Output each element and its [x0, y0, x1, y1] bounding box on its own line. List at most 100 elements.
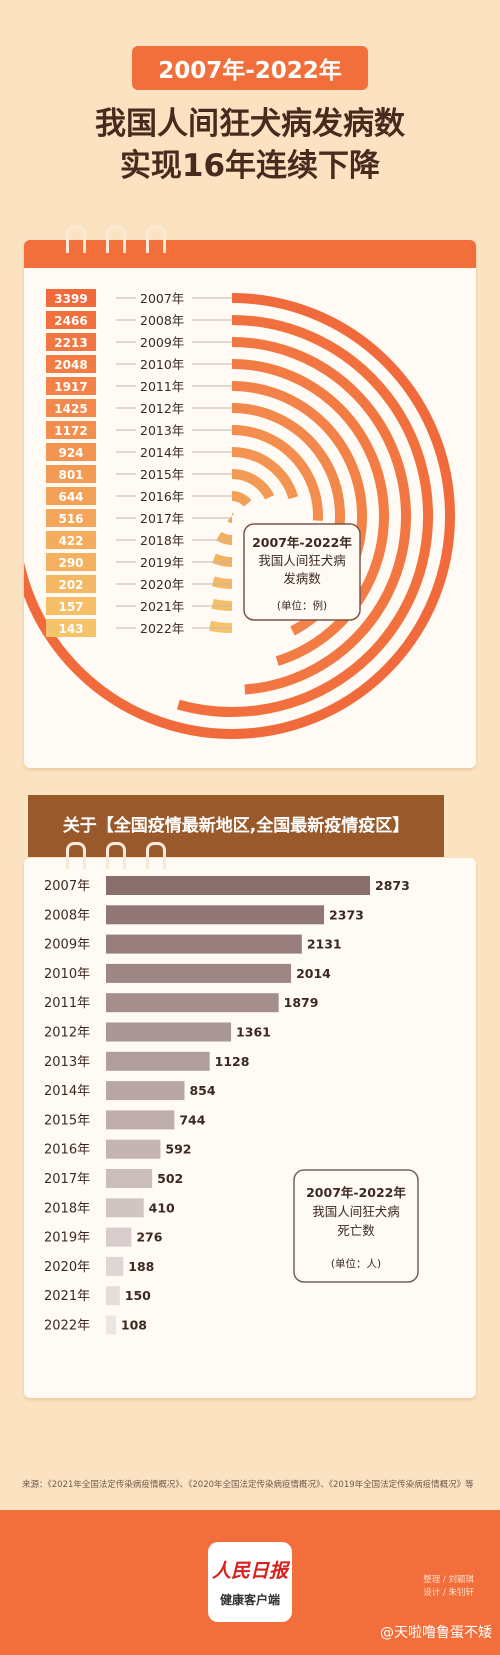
year-label: 2011年: [44, 996, 90, 1011]
value-label: 202: [58, 578, 83, 592]
value-label: 276: [136, 1230, 162, 1245]
bar-2015年: [106, 1110, 175, 1130]
bar-2016年: [106, 1139, 161, 1159]
value-label: 1879: [284, 995, 319, 1010]
value-box: [46, 531, 96, 549]
binder-ring-icon: [146, 226, 166, 253]
deaths-bar-chart: 2007年 2873 2008年 2373 2009年 2131 2010年 2014 2011…: [44, 876, 410, 1335]
year-label: 2020年: [44, 1260, 90, 1275]
overlay-caption: 关于【全国疫情最新地区,全国最新疫情疫区】: [28, 795, 444, 857]
value-label: 3399: [54, 292, 87, 306]
deaths-card: 2007年 2873 2008年 2373 2009年 2131 2010年 2014 2011…: [24, 858, 476, 1398]
value-label: 502: [157, 1171, 183, 1186]
peoples-daily-logo: 人民日报 健康客户端: [208, 1542, 292, 1622]
year-label: 2010年: [44, 967, 90, 982]
value-label: 290: [58, 556, 83, 570]
bar-2018年: [106, 1198, 144, 1218]
year-label: 2022年: [140, 621, 184, 636]
radial-bar-2016年: [231, 491, 252, 507]
watermark: @天啦噜鲁蛋不矮: [380, 1625, 492, 1641]
value-label: 924: [58, 446, 83, 460]
radial-bar-2013年: [231, 425, 323, 521]
year-label: 2018年: [44, 1201, 90, 1216]
value-label: 2213: [54, 336, 87, 350]
radial-bar-2018年: [215, 531, 233, 545]
year-label: 2015年: [44, 1113, 90, 1128]
value-label: 2131: [307, 937, 342, 952]
page-title-line1: 我国人间狂犬病发病数: [95, 106, 405, 142]
year-label: 2022年: [44, 1319, 90, 1334]
value-box: [46, 289, 96, 307]
bar-2022年: [106, 1315, 116, 1335]
radial-bar-2008年: [176, 315, 433, 717]
radial-bar-2015年: [231, 469, 275, 500]
year-label: 2010年: [140, 357, 184, 372]
bar-2009年: [106, 934, 302, 954]
bar-2017年: [106, 1169, 153, 1188]
value-label: 2048: [54, 358, 87, 372]
value-label: 2873: [375, 878, 410, 893]
value-box: [46, 465, 96, 483]
value-label: 1128: [215, 1054, 250, 1069]
value-box: [46, 333, 96, 351]
radial-bar-2010年: [231, 359, 389, 666]
value-label: 516: [58, 512, 83, 526]
year-label: 2021年: [140, 599, 184, 614]
value-label: 2466: [54, 314, 87, 328]
year-label: 2020年: [140, 577, 184, 592]
value-box: [46, 421, 96, 439]
logo-subtext: 健康客户端: [219, 1593, 280, 1607]
value-box: [46, 377, 96, 395]
year-label: 2011年: [140, 379, 184, 394]
value-label: 150: [125, 1288, 151, 1303]
year-label: 2009年: [140, 335, 184, 350]
radial-bar-2014年: [231, 447, 299, 500]
value-label: 2014: [296, 966, 331, 981]
year-label: 2018年: [140, 533, 184, 548]
year-label: 2009年: [44, 938, 90, 953]
value-label: 644: [58, 490, 83, 504]
year-label: 2019年: [44, 1231, 90, 1246]
value-label: 2373: [329, 907, 364, 922]
year-label: 2013年: [44, 1055, 90, 1070]
bar-2019年: [106, 1227, 132, 1247]
value-box: [46, 311, 96, 329]
value-box: [46, 575, 96, 593]
value-label: 801: [58, 468, 83, 482]
year-label: 2008年: [140, 313, 184, 328]
year-label: 2012年: [140, 401, 184, 416]
card-header-band: [24, 240, 476, 268]
bar-2021年: [106, 1286, 120, 1306]
bar-2012年: [106, 1022, 232, 1042]
value-box: [46, 487, 96, 505]
binder-ring-icon: [106, 226, 126, 253]
year-label: 2021年: [44, 1289, 90, 1304]
year-label: 2017年: [44, 1172, 90, 1187]
bar-2010年: [106, 963, 292, 983]
value-label: 1361: [236, 1025, 271, 1040]
value-label: 157: [58, 600, 83, 614]
credits: 整理 / 刘颖琪 设计 / 朱钊轩: [423, 1574, 474, 1600]
year-label: 2016年: [44, 1143, 90, 1158]
year-label: 2007年: [44, 879, 90, 894]
value-box: [46, 553, 96, 571]
radial-bar-2009年: [231, 337, 411, 695]
value-label: 410: [149, 1200, 175, 1215]
bar-2020年: [106, 1256, 124, 1276]
bar-2013年: [106, 1051, 210, 1071]
binder-ring-icon: [66, 842, 86, 869]
value-label: 744: [179, 1112, 205, 1127]
logo-text: 人民日报: [211, 1560, 288, 1582]
value-label: 188: [128, 1259, 154, 1274]
value-label: 1917: [54, 380, 87, 394]
year-label: 2007年: [140, 291, 184, 306]
credit-editor: 整理 / 刘颖琪: [423, 1575, 474, 1585]
incidence-card: 3399 2007年 2466 2008年 2213 2009年 2048 2010年 1917…: [24, 226, 476, 768]
value-box: [46, 399, 96, 417]
incidence-radial-chart: 3399 2007年 2466 2008年 2213 2009年 2048 2010年 1917…: [24, 289, 455, 739]
bar-2011年: [106, 993, 279, 1013]
value-label: 854: [189, 1083, 215, 1098]
value-box: [46, 443, 96, 461]
value-label: 108: [121, 1318, 147, 1333]
bar-2014年: [106, 1081, 185, 1101]
